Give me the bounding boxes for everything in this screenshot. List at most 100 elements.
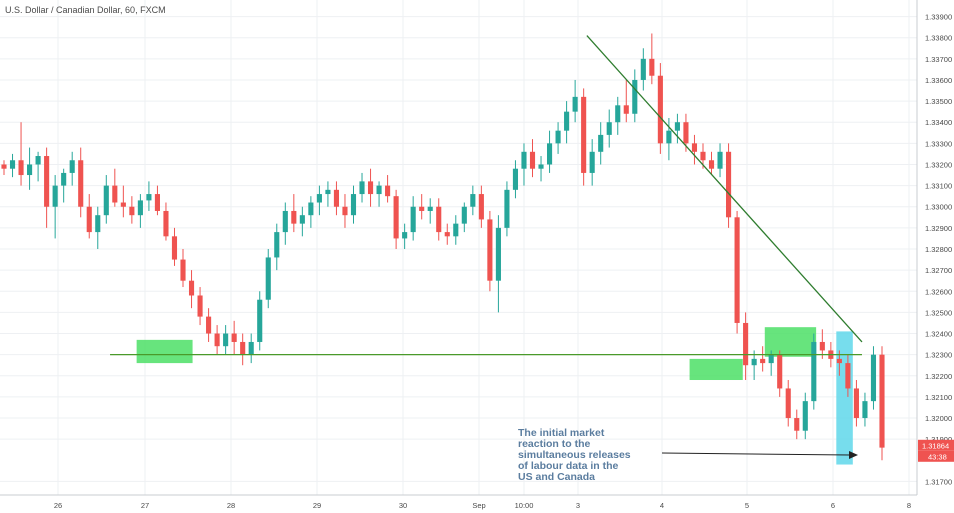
x-tick-label: 3 xyxy=(576,501,580,510)
candle-body xyxy=(367,181,374,195)
y-tick-label: 1.31900 xyxy=(925,435,952,444)
candle-body xyxy=(853,388,859,419)
y-tick-label: 1.32400 xyxy=(925,330,952,339)
candle-body xyxy=(419,206,425,211)
candle-body xyxy=(69,160,75,173)
candle-body xyxy=(811,341,817,402)
candle-body xyxy=(529,151,536,169)
candle-body xyxy=(691,143,698,152)
candle-body xyxy=(154,194,160,211)
annotation-arrowhead xyxy=(849,451,858,459)
candle-body xyxy=(112,185,118,203)
candle-body xyxy=(700,151,706,161)
trendline-line xyxy=(586,35,863,343)
y-tick-label: 1.33200 xyxy=(925,160,952,169)
candle-body xyxy=(777,354,783,389)
candle-body xyxy=(444,232,450,237)
candle-body xyxy=(342,206,348,216)
candle-body xyxy=(717,151,723,169)
candle-body xyxy=(120,202,126,207)
support-zone-2 xyxy=(689,358,743,381)
candle-body xyxy=(862,401,868,419)
candle-body xyxy=(137,200,143,216)
x-tick-label: Sep xyxy=(472,501,485,510)
y-tick-label: 1.33700 xyxy=(925,55,952,64)
candle-body xyxy=(657,75,663,144)
candle-body xyxy=(1,164,7,169)
candle-body xyxy=(487,219,493,281)
y-tick-label: 1.32800 xyxy=(925,245,952,254)
y-tick-label: 1.33100 xyxy=(925,182,952,191)
candle-body xyxy=(453,223,459,237)
y-tick-label: 1.31700 xyxy=(925,477,952,486)
grid xyxy=(0,0,917,495)
y-tick-label: 1.32900 xyxy=(925,224,952,233)
annotation-arrow-shaft xyxy=(661,452,851,456)
candle-body xyxy=(52,185,58,207)
candle-body xyxy=(674,122,680,131)
candle-body xyxy=(598,134,604,152)
x-tick-label: 26 xyxy=(54,501,62,510)
candle-body xyxy=(521,151,527,169)
price-badge-label: 1.31864 xyxy=(922,441,949,450)
x-tick-label: 29 xyxy=(313,501,321,510)
annotation-text-line: simultaneous releases xyxy=(518,449,631,461)
candle-body xyxy=(316,194,322,203)
candle-body xyxy=(785,388,791,419)
candle-body xyxy=(870,354,877,402)
annotation-text-line: The initial market xyxy=(518,427,605,439)
candle-body xyxy=(743,322,749,366)
candle-body xyxy=(9,160,16,169)
candle-body xyxy=(555,130,561,144)
annotation-text-line: of labour data in the xyxy=(518,460,618,472)
candle-body xyxy=(640,58,646,80)
candle-body xyxy=(751,358,757,366)
x-tick-label: 6 xyxy=(831,501,835,510)
candle-body xyxy=(282,210,288,233)
candle-body xyxy=(146,194,152,201)
x-tick-label: 5 xyxy=(745,501,749,510)
candle-body xyxy=(206,316,212,334)
candle-body xyxy=(589,151,595,173)
drawn-lines xyxy=(110,35,863,356)
candle-body xyxy=(393,196,399,239)
x-tick-label: 10:00 xyxy=(515,501,534,510)
candle-body xyxy=(615,105,621,123)
candle-body xyxy=(760,358,766,364)
y-tick-label: 1.32000 xyxy=(925,414,952,423)
resistance-zone xyxy=(764,327,817,357)
candle-body xyxy=(257,299,263,342)
candle-body xyxy=(299,215,305,224)
candle-body xyxy=(95,215,101,233)
candle-body xyxy=(333,189,340,207)
candle-body xyxy=(35,156,41,165)
candle-body xyxy=(18,160,24,176)
x-tick-label: 30 xyxy=(399,501,407,510)
candle-body xyxy=(325,189,331,195)
y-tick-label: 1.32600 xyxy=(925,287,952,296)
x-tick-label: 28 xyxy=(227,501,235,510)
candle-body xyxy=(734,217,740,323)
candle-body xyxy=(546,143,553,165)
candle-body xyxy=(44,156,50,207)
candle-body xyxy=(197,295,203,317)
candle-body xyxy=(214,333,220,347)
candle-body xyxy=(436,206,442,233)
candle-body xyxy=(879,354,885,448)
candle-body xyxy=(649,58,655,76)
annotation-text-line: reaction to the xyxy=(518,438,591,450)
candle-body xyxy=(632,79,638,114)
candle-body xyxy=(27,164,33,176)
candle-body xyxy=(726,151,732,218)
x-tick-label: 8 xyxy=(907,501,911,510)
candle-body xyxy=(819,341,825,351)
support-zone-1 xyxy=(136,339,193,364)
candle-body xyxy=(308,202,314,216)
candle-body xyxy=(794,418,800,431)
candle-body xyxy=(538,164,544,169)
candle-body xyxy=(103,185,109,216)
